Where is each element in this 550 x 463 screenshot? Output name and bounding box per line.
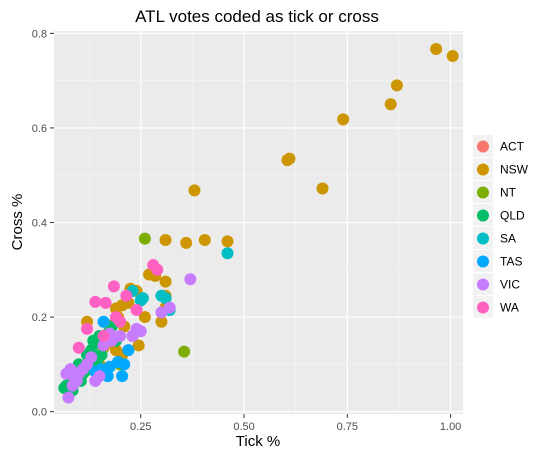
x-tick-label: 0.50 bbox=[233, 421, 254, 433]
data-point-vic bbox=[155, 306, 168, 319]
data-point-wa bbox=[89, 295, 102, 308]
data-point-wa bbox=[120, 289, 133, 302]
data-point-vic bbox=[93, 370, 106, 383]
x-axis-label: Tick % bbox=[236, 433, 280, 450]
data-point-nsw bbox=[316, 182, 329, 195]
y-axis-label: Cross % bbox=[9, 194, 26, 251]
legend-swatch-nsw bbox=[477, 163, 489, 176]
y-tick-label: 0.2 bbox=[32, 312, 47, 324]
y-tick-label: 0.0 bbox=[32, 407, 47, 419]
data-point-tas bbox=[116, 370, 129, 383]
grid-major bbox=[54, 31, 463, 414]
data-point-wa bbox=[147, 259, 160, 272]
data-point-wa bbox=[99, 296, 112, 309]
data-point-nsw bbox=[221, 235, 234, 248]
data-point-nsw bbox=[180, 236, 193, 249]
data-point-tas bbox=[122, 344, 135, 357]
data-point-nsw bbox=[155, 315, 168, 328]
data-point-wa bbox=[114, 315, 127, 328]
data-point-nsw bbox=[159, 275, 172, 288]
chart-title: ATL votes coded as tick or cross bbox=[135, 7, 379, 26]
data-point-nsw bbox=[138, 311, 151, 324]
data-point-nsw bbox=[198, 233, 211, 246]
legend-label-qld: QLD bbox=[500, 209, 525, 223]
data-point-nsw bbox=[337, 113, 350, 126]
legend-label-vic: VIC bbox=[500, 278, 520, 292]
x-tick-label: 0.75 bbox=[337, 421, 358, 433]
data-point-tas bbox=[118, 358, 131, 371]
data-point-nt bbox=[178, 345, 191, 358]
legend-label-nsw: NSW bbox=[500, 163, 529, 177]
data-point-nsw bbox=[390, 79, 403, 92]
data-point-nsw bbox=[430, 42, 443, 55]
data-point-wa bbox=[130, 303, 143, 316]
legend-swatch-tas bbox=[477, 255, 489, 268]
data-point-vic bbox=[62, 391, 75, 404]
data-point-nt bbox=[138, 232, 151, 245]
data-point-vic bbox=[126, 329, 139, 342]
y-tick-label: 0.4 bbox=[32, 218, 47, 230]
data-point-nsw bbox=[446, 50, 459, 63]
y-tick-label: 0.6 bbox=[32, 123, 47, 135]
data-point-qld bbox=[87, 334, 100, 347]
y-axis: 0.0 0.2 0.4 0.6 0.8 bbox=[32, 28, 54, 419]
data-point-nsw bbox=[384, 98, 397, 111]
data-point-wa bbox=[97, 329, 110, 342]
data-point-wa bbox=[107, 280, 120, 293]
data-point-tas bbox=[103, 360, 116, 373]
legend-label-tas: TAS bbox=[500, 255, 522, 269]
data-point-wa bbox=[81, 322, 94, 335]
data-point-tas bbox=[97, 315, 110, 328]
y-tick-label: 0.8 bbox=[32, 28, 47, 40]
legend-swatch-vic bbox=[477, 278, 489, 291]
data-points bbox=[58, 42, 459, 404]
legend: ACT NSW NT QLD SA TAS VIC WA bbox=[473, 135, 529, 318]
data-point-nsw bbox=[281, 154, 294, 167]
legend-swatch-wa bbox=[477, 301, 489, 314]
data-point-wa bbox=[72, 341, 85, 354]
x-tick-label: 0.25 bbox=[130, 421, 151, 433]
legend-swatch-qld bbox=[477, 209, 489, 222]
data-point-vic bbox=[97, 339, 110, 352]
data-point-sa bbox=[221, 247, 234, 260]
legend-label-act: ACT bbox=[500, 140, 525, 154]
data-point-nsw bbox=[132, 339, 145, 352]
x-tick-label: 1.00 bbox=[440, 421, 461, 433]
legend-swatch-nt bbox=[477, 186, 489, 199]
legend-label-wa: WA bbox=[500, 301, 519, 315]
data-point-vic bbox=[184, 273, 197, 286]
x-axis: 0.25 0.50 0.75 1.00 bbox=[130, 414, 461, 433]
legend-swatch-sa bbox=[477, 232, 489, 245]
data-point-nsw bbox=[188, 184, 201, 197]
legend-label-sa: SA bbox=[500, 232, 516, 246]
data-point-nsw bbox=[159, 233, 172, 246]
data-point-sa bbox=[159, 292, 172, 305]
data-point-sa bbox=[136, 292, 149, 305]
legend-swatch-act bbox=[477, 140, 489, 153]
legend-label-nt: NT bbox=[500, 186, 517, 200]
data-point-vic bbox=[70, 374, 83, 387]
data-point-vic bbox=[60, 367, 73, 380]
